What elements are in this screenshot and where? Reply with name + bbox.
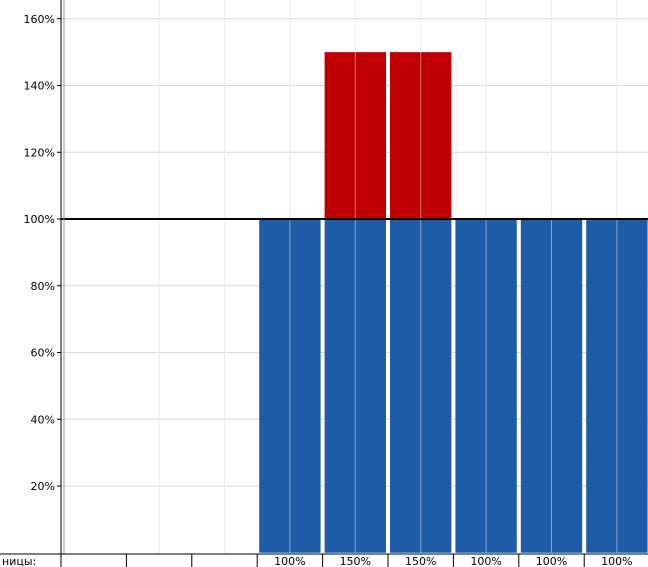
bar-series-0-7 bbox=[520, 219, 583, 553]
bar-series-0-3 bbox=[259, 219, 321, 553]
y-tick-label: 140% bbox=[24, 80, 55, 93]
bar-series-1-5 bbox=[390, 52, 452, 219]
category-label: 100% bbox=[601, 555, 632, 567]
y-tick-label: 80% bbox=[31, 280, 55, 293]
category-label: 100% bbox=[536, 555, 567, 567]
y-tick-label: 60% bbox=[31, 347, 55, 360]
bar-series-0-4 bbox=[324, 219, 386, 553]
category-label: 150% bbox=[405, 555, 436, 567]
category-row-background bbox=[0, 554, 648, 567]
category-row-header: ницы: bbox=[2, 555, 36, 567]
bar-series-1-4 bbox=[324, 52, 386, 219]
bar-series-0-6 bbox=[455, 219, 517, 553]
y-tick-label: 40% bbox=[31, 413, 55, 426]
overlay-gridlines bbox=[61, 0, 648, 554]
bar-series-0-8 bbox=[586, 219, 648, 553]
y-tick-label: 20% bbox=[31, 480, 55, 493]
y-tick-label: 160% bbox=[24, 13, 55, 26]
y-axis: 20% 40% 60% 80% 100% 120% 140% 160% bbox=[24, 0, 65, 554]
bars bbox=[259, 52, 648, 553]
y-tick-label: 120% bbox=[24, 146, 55, 159]
y-tick-label: 100% bbox=[24, 213, 55, 226]
category-label: 100% bbox=[470, 555, 501, 567]
category-label: 100% bbox=[274, 555, 305, 567]
category-label: 150% bbox=[340, 555, 371, 567]
bar-series-0-5 bbox=[390, 219, 452, 553]
category-row: ницы: 100% 150% 150% 100% 100% 100% bbox=[0, 553, 648, 567]
